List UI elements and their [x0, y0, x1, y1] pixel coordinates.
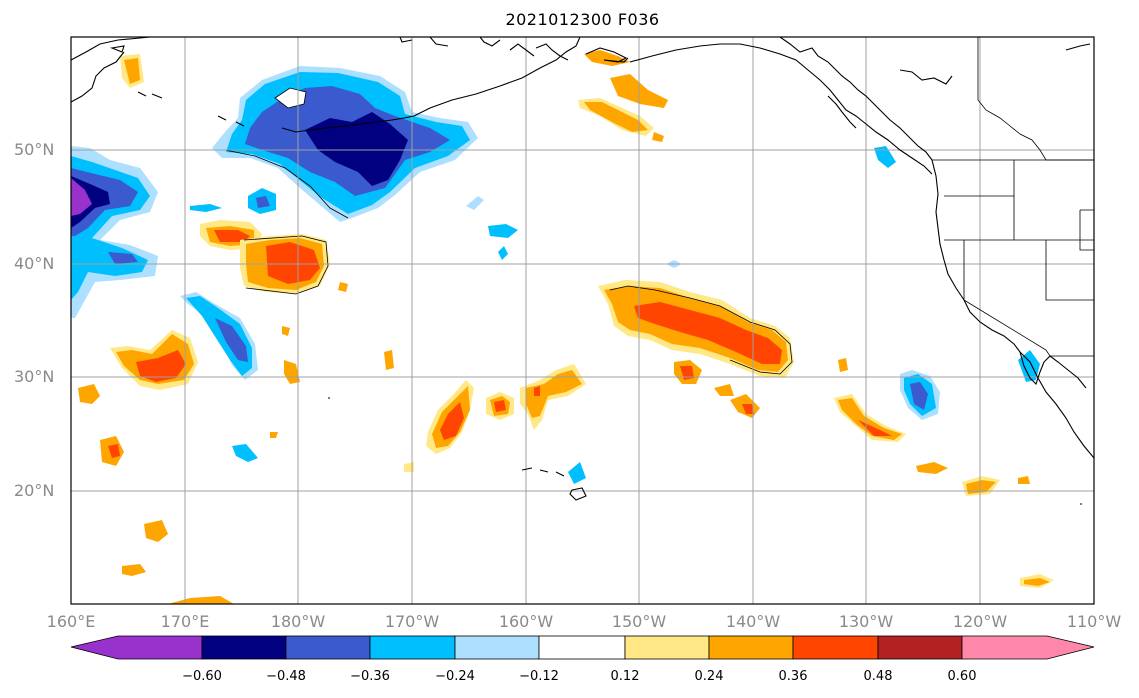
colorbar-tick-label: 0.48 [863, 669, 893, 684]
colorbar-tick-label: 0.36 [778, 669, 808, 684]
lon-label-160e: 160°E [46, 612, 96, 631]
positive-anomaly-west-pacific [78, 54, 394, 604]
colorbar-bin [201, 635, 287, 660]
negative-anomaly-west-edge [71, 146, 158, 318]
colorbar-bin [538, 635, 626, 660]
lat-label-50n: 50°N [14, 140, 55, 159]
negative-anomaly-aleutian [212, 66, 478, 222]
colorbar-extend-max [961, 635, 1095, 660]
lat-label-20n: 20°N [14, 481, 55, 500]
colorbar [70, 635, 1095, 660]
lon-label-130w: 130°W [838, 612, 894, 631]
coastlines [71, 37, 1094, 505]
map-frame [70, 36, 1095, 605]
negative-anomaly-small-patches [180, 146, 1040, 484]
lon-label-170w: 170°W [384, 612, 440, 631]
positive-anomaly-northeast-pacific [598, 280, 794, 384]
lon-label-150w: 150°W [611, 612, 667, 631]
map-title: 2021012300 F036 [505, 10, 660, 29]
colorbar-bin [454, 635, 540, 660]
lat-label-40n: 40°N [14, 254, 55, 273]
map-plot-area [71, 37, 1094, 604]
lon-label-110w: 110°W [1066, 612, 1122, 631]
colorbar-bin [369, 635, 456, 660]
colorbar-tick-label: 0.12 [610, 669, 640, 684]
colorbar-tick-label: −0.12 [519, 669, 559, 684]
colorbar-tick-label: −0.36 [350, 669, 390, 684]
colorbar-tick-label: −0.48 [266, 669, 306, 684]
colorbar-bin [285, 635, 371, 660]
colorbar-bin [792, 635, 879, 660]
colorbar-bin [877, 635, 963, 660]
positive-anomaly-central-pacific [404, 364, 760, 472]
lon-label-120w: 120°W [952, 612, 1008, 631]
colorbar-tick-label: −0.24 [435, 669, 475, 684]
lon-label-160w: 160°W [498, 612, 554, 631]
lon-label-140w: 140°W [725, 612, 781, 631]
political-borders [932, 37, 1094, 357]
colorbar-tick-label: 0.24 [694, 669, 724, 684]
colorbar-tick-label: 0.60 [947, 669, 977, 684]
colorbar-bin [624, 635, 710, 660]
lat-label-30n: 30°N [14, 367, 55, 386]
colorbar-tick-label: −0.60 [182, 669, 222, 684]
colorbar-extend-min [70, 635, 203, 660]
lon-label-180w: 180°W [270, 612, 326, 631]
colorbar-bin [708, 635, 794, 660]
lon-label-170e: 170°E [160, 612, 210, 631]
